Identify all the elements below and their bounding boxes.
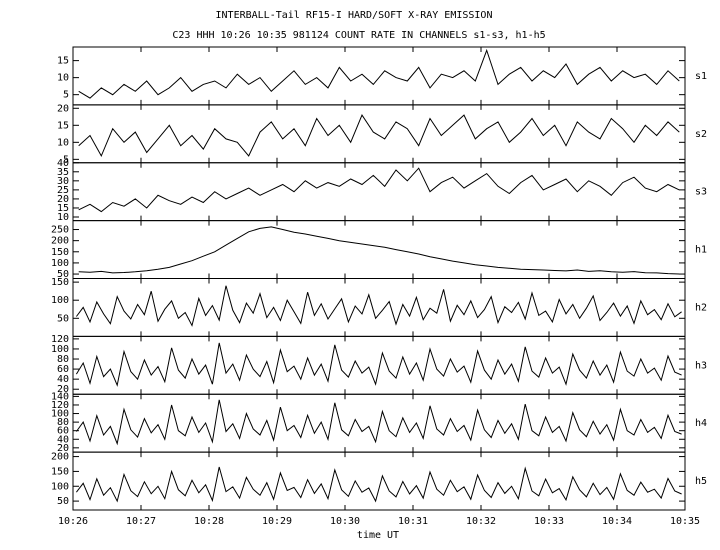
y-tick-label: 100: [51, 295, 69, 306]
panel-frame: [72, 335, 686, 395]
y-tick-label: 150: [51, 466, 69, 477]
data-line: [78, 167, 680, 213]
x-tick-label: 10:31: [398, 516, 428, 527]
y-tick-label: 10: [57, 73, 69, 84]
y-tick-label: 120: [51, 334, 69, 345]
y-tick-label: 250: [51, 225, 69, 236]
y-tick-label: 40: [57, 434, 69, 445]
y-tick-label: 200: [51, 452, 69, 463]
panel-label: s1: [695, 71, 707, 82]
y-tick-label: 60: [57, 364, 69, 375]
y-tick-label: 80: [57, 354, 69, 365]
x-axis-label: time UT: [357, 530, 399, 541]
y-tick-label: 10: [57, 137, 69, 148]
y-tick-label: 5: [63, 90, 69, 101]
data-line: [75, 342, 682, 387]
y-tick-label: 20: [57, 103, 69, 114]
data-line: [78, 114, 680, 158]
y-tick-label: 20: [57, 443, 69, 454]
panel-frame: [72, 46, 686, 106]
chart-title: INTERBALL-Tail RF15-I HARD/SOFT X-RAY EM…: [216, 10, 493, 21]
y-tick-label: 10: [57, 212, 69, 223]
chart-subtitle: C23 HHH 10:26 10:35 981124 COUNT RATE IN…: [172, 30, 545, 41]
y-tick-label: 5: [63, 154, 69, 165]
y-tick-label: 80: [57, 417, 69, 428]
y-tick-label: 60: [57, 426, 69, 437]
y-tick-label: 40: [57, 158, 69, 169]
y-tick-label: 120: [51, 400, 69, 411]
data-line: [78, 48, 680, 99]
y-tick-label: 50: [57, 269, 69, 280]
data-line: [75, 285, 682, 327]
x-tick-label: 10:30: [330, 516, 360, 527]
panel-label: h3: [695, 360, 707, 371]
y-tick-label: 15: [57, 56, 69, 67]
panel-label: s3: [695, 187, 707, 198]
y-tick-label: 15: [57, 120, 69, 131]
y-tick-label: 200: [51, 236, 69, 247]
x-tick-label: 10:28: [194, 516, 224, 527]
panel-label: h1: [695, 245, 707, 256]
panel-frame: [72, 278, 686, 337]
y-tick-label: 40: [57, 374, 69, 385]
panel-frame: [72, 104, 686, 164]
x-tick-label: 10:34: [602, 516, 632, 527]
x-tick-label: 10:27: [126, 516, 156, 527]
x-tick-label: 10:26: [58, 516, 88, 527]
panel-label: h2: [695, 302, 707, 313]
y-tick-label: 50: [57, 313, 69, 324]
y-tick-label: 30: [57, 176, 69, 187]
panel-label: h5: [695, 476, 707, 487]
y-tick-label: 140: [51, 391, 69, 402]
x-tick-label: 10:29: [262, 516, 292, 527]
x-tick-label: 10:35: [670, 516, 700, 527]
panel-frame: [72, 220, 686, 279]
y-tick-label: 100: [51, 409, 69, 420]
y-tick-label: 25: [57, 185, 69, 196]
data-line: [78, 226, 680, 275]
y-tick-label: 20: [57, 194, 69, 205]
x-tick-label: 10:32: [466, 516, 496, 527]
y-tick-label: 150: [51, 247, 69, 258]
panel-frame: [72, 162, 686, 222]
panel-label: h4: [695, 418, 707, 429]
panel-frame: [72, 393, 686, 453]
y-tick-label: 100: [51, 344, 69, 355]
x-tick-label: 10:33: [534, 516, 564, 527]
y-tick-label: 35: [57, 167, 69, 178]
y-tick-label: 150: [51, 277, 69, 288]
panel-label: s2: [695, 129, 707, 140]
y-tick-label: 50: [57, 496, 69, 507]
y-tick-label: 100: [51, 258, 69, 269]
y-tick-label: 20: [57, 384, 69, 395]
y-tick-label: 100: [51, 481, 69, 492]
data-line: [75, 399, 682, 446]
data-line: [76, 466, 682, 503]
y-tick-label: 15: [57, 203, 69, 214]
panel-frame: [72, 451, 686, 511]
